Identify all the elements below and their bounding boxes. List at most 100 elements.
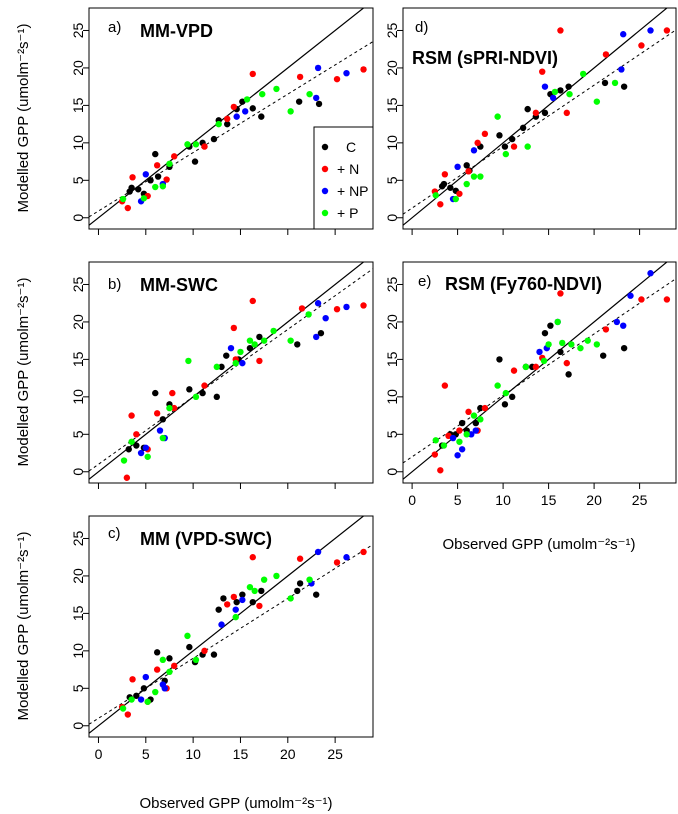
panel-a-point-c	[249, 105, 256, 112]
panel-a-point-p	[192, 141, 200, 148]
panel-b-point-c	[125, 446, 132, 453]
panel-e-y-tick-label: 15	[384, 351, 400, 367]
panel-c-point-n	[224, 601, 231, 608]
panel-c-point-p	[166, 668, 173, 676]
panel-c-point-n	[249, 554, 256, 561]
panel-a-point-p	[184, 141, 191, 148]
panel-d-point-n	[481, 130, 489, 138]
panel-c-point-np	[142, 673, 149, 681]
y-axis-label-b: Modelled GPP (umolm⁻²s⁻¹)	[15, 278, 32, 467]
panel-d-y-tick-label: 10	[384, 135, 400, 151]
panel-d-point-c	[519, 124, 527, 132]
panel-e-x-tick-label: 0	[408, 492, 416, 508]
panel-a-point-c	[191, 158, 199, 165]
panel-a-point-c	[154, 173, 162, 180]
panel-a-y-tick-label: 20	[70, 60, 86, 76]
panel-a-y-tick-label: 15	[70, 97, 86, 113]
panel-b-point-p	[246, 337, 254, 344]
panel-e-point-n	[563, 359, 570, 367]
panel-b-point-c	[133, 442, 140, 449]
panel-b-point-c	[213, 393, 220, 401]
panel-b-frame	[88, 261, 374, 484]
panel-c-point-p	[251, 587, 258, 595]
panel-d-y-tick-label: 0	[384, 214, 400, 222]
panel-e-y-tick-label: 25	[384, 276, 400, 292]
panel-d-point-np	[454, 163, 461, 171]
panel-e-point-n	[431, 451, 439, 458]
legend-marker-n	[321, 165, 329, 173]
panel-d-point-np	[470, 147, 478, 154]
panel-b-point-c	[294, 341, 301, 348]
panel-e-point-c	[509, 393, 516, 401]
panel-c-point-p	[260, 576, 268, 583]
panel-c-point-n	[129, 676, 136, 683]
panel-d-label: d)	[415, 19, 428, 36]
panel-b-point-n	[298, 305, 306, 312]
panel-d-title: RSM (sPRI-NDVI)	[412, 48, 558, 68]
panel-a-plot-area	[89, 8, 373, 227]
panel-b: b) MM-SWC 0 5 10 15 20 25	[70, 261, 374, 489]
panel-b-point-np	[313, 333, 320, 341]
panel-c-point-c	[233, 598, 240, 606]
panel-b-y-tick-label: 25	[70, 276, 86, 292]
panel-a-point-p	[243, 96, 251, 103]
panel-c-point-c	[166, 655, 173, 662]
panel-a-point-n	[230, 103, 238, 111]
panel-b-label: b)	[108, 276, 121, 293]
panel-e-point-c	[557, 348, 564, 356]
panel-d-point-c	[447, 184, 454, 191]
panel-a-point-p	[166, 160, 173, 168]
panel-b-point-c	[152, 389, 159, 397]
panel-a-point-c	[135, 186, 142, 193]
panel-e-x-tick-label: 10	[495, 492, 511, 508]
panel-d-point-n	[456, 190, 463, 197]
panel-e-point-c	[472, 419, 479, 427]
panel-e-x-tick-label: 20	[586, 492, 602, 508]
panel-d-point-n	[532, 109, 540, 117]
panel-c-point-p	[184, 632, 191, 640]
panel-b-point-n	[169, 389, 176, 397]
legend-marker-p	[321, 209, 329, 217]
panel-d-point-c	[509, 135, 516, 143]
panel-b-point-np	[322, 314, 329, 322]
panel-e-point-c	[600, 352, 607, 359]
panel-c-point-c	[239, 591, 246, 598]
panel-e-x-tick-label: 25	[632, 492, 648, 508]
panel-e-point-p	[545, 341, 552, 348]
panel-b-point-p	[251, 341, 258, 348]
panel-e-point-p	[577, 344, 584, 352]
panel-e-point-p	[540, 357, 548, 365]
panel-c-point-np	[314, 548, 322, 556]
panel-a-y-tick-label: 25	[70, 22, 86, 38]
panel-e-y-tick-label: 20	[384, 314, 400, 330]
panel-e-x-tick-label: 5	[454, 492, 462, 508]
panel-d-point-np	[620, 31, 627, 38]
panel-d-point-p	[579, 70, 587, 78]
panel-a: a) MM-VPD C + N + NP + P 0 5 10 15 20 25	[70, 7, 374, 235]
panel-b-y-tick-label: 10	[70, 389, 86, 405]
panel-e-point-p	[463, 431, 470, 438]
panel-c-point-np	[239, 596, 246, 604]
panel-a-point-n	[249, 70, 256, 78]
panel-a-point-np	[242, 108, 249, 115]
panel-e-point-p	[502, 389, 510, 397]
panel-c-point-c	[294, 587, 301, 595]
panel-c-point-p	[306, 576, 313, 583]
panel-b-point-p	[260, 337, 268, 344]
panel-b-point-p	[192, 393, 200, 401]
panel-a-point-c	[147, 177, 154, 184]
panel-b-point-np	[227, 344, 235, 352]
panel-c-point-c	[153, 649, 161, 656]
panel-e-point-np	[627, 292, 634, 299]
panel-d-point-p	[452, 195, 459, 203]
legend-label-p: + P	[337, 205, 358, 221]
panel-a-title: MM-VPD	[140, 21, 213, 41]
panel-b-point-np	[239, 359, 246, 367]
panel-c-point-n	[171, 662, 178, 670]
panel-d-point-np	[618, 66, 625, 73]
panel-c-y-tick-label: 0	[70, 722, 86, 730]
panel-e-point-n	[441, 382, 449, 389]
panel-d-point-n	[474, 139, 481, 147]
panel-c-point-n	[201, 647, 208, 655]
